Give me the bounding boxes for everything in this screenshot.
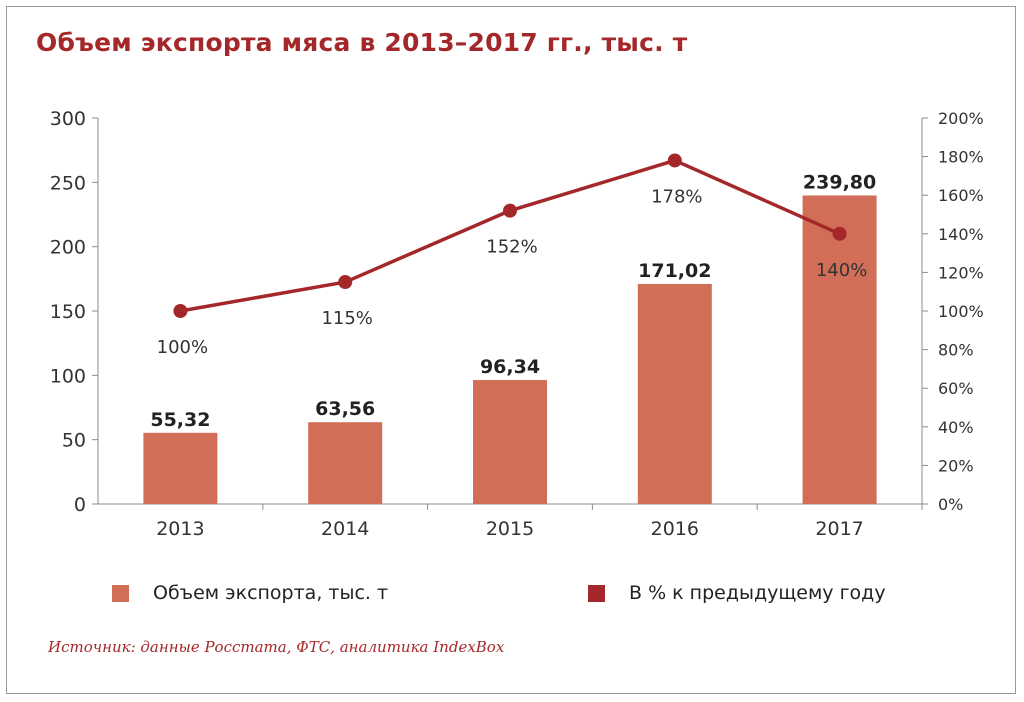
line-series <box>173 153 847 318</box>
right-tick-label: 160% <box>938 186 984 205</box>
x-tick-label: 2015 <box>486 518 534 540</box>
bar <box>473 380 547 504</box>
line-point <box>503 203 517 218</box>
legend-label-bars: Объем экспорта, тыс. т <box>153 582 389 604</box>
bar <box>143 432 218 504</box>
line-value-label: 178% <box>651 186 702 207</box>
line-point <box>173 304 188 318</box>
left-tick-label: 200 <box>50 237 86 259</box>
legend-item-line: В % к предыдущему году <box>588 582 886 604</box>
line-point <box>338 275 353 290</box>
right-tick-label: 80% <box>938 341 974 360</box>
right-tick-label: 140% <box>938 225 984 244</box>
right-tick-label: 200% <box>938 109 984 128</box>
right-tick-label: 120% <box>938 263 984 282</box>
legend-label-line: В % к предыдущему году <box>629 582 886 604</box>
legend-swatch-bars <box>112 584 129 602</box>
x-tick-label: 2013 <box>156 518 204 540</box>
line-point <box>667 153 682 168</box>
bar-value-label: 96,34 <box>480 356 540 378</box>
line-value-label: 152% <box>486 237 537 258</box>
line-value-label: 115% <box>321 308 372 329</box>
left-tick-label: 100 <box>50 365 86 387</box>
bar-value-label: 55,32 <box>150 409 210 431</box>
right-tick-label: 180% <box>938 148 984 167</box>
x-tick-label: 2017 <box>815 518 863 540</box>
right-tick-label: 20% <box>938 456 974 475</box>
bar <box>802 195 877 504</box>
bar-value-label: 171,02 <box>638 260 711 282</box>
right-tick-label: 40% <box>938 418 974 437</box>
legend-swatch-line <box>588 584 605 602</box>
bar-value-label: 239,80 <box>803 171 876 193</box>
line-value-label: 100% <box>157 337 208 358</box>
left-tick-label: 300 <box>50 108 86 130</box>
source-note: Источник: данные Росстата, ФТС, аналитик… <box>48 638 505 656</box>
right-tick-label: 60% <box>938 379 974 398</box>
line-value-label: 140% <box>816 260 867 281</box>
left-tick-label: 250 <box>50 172 86 194</box>
bar <box>308 422 383 504</box>
right-tick-label: 0% <box>938 495 963 514</box>
legend-item-bars: Объем экспорта, тыс. т <box>112 582 388 604</box>
left-tick-label: 150 <box>50 301 86 323</box>
right-tick-label: 100% <box>938 302 984 321</box>
bar <box>637 283 712 504</box>
x-tick-label: 2016 <box>651 518 699 540</box>
left-tick-label: 0 <box>74 494 86 516</box>
line-point <box>832 226 847 241</box>
x-tick-label: 2014 <box>321 518 369 540</box>
chart-title: Объем экспорта мяса в 2013–2017 гг., тыс… <box>36 28 688 57</box>
bar-value-label: 63,56 <box>315 398 375 420</box>
bar-series <box>143 195 877 504</box>
axes: 0 50 100 150 200 250 300 0% 20% 40% 60% 80% 100% 120%… <box>50 108 984 540</box>
left-tick-label: 50 <box>62 430 86 452</box>
data-labels: 55,32 63,56 96,34 171,02 239,80 100% 115% 152% 1… <box>150 171 876 430</box>
